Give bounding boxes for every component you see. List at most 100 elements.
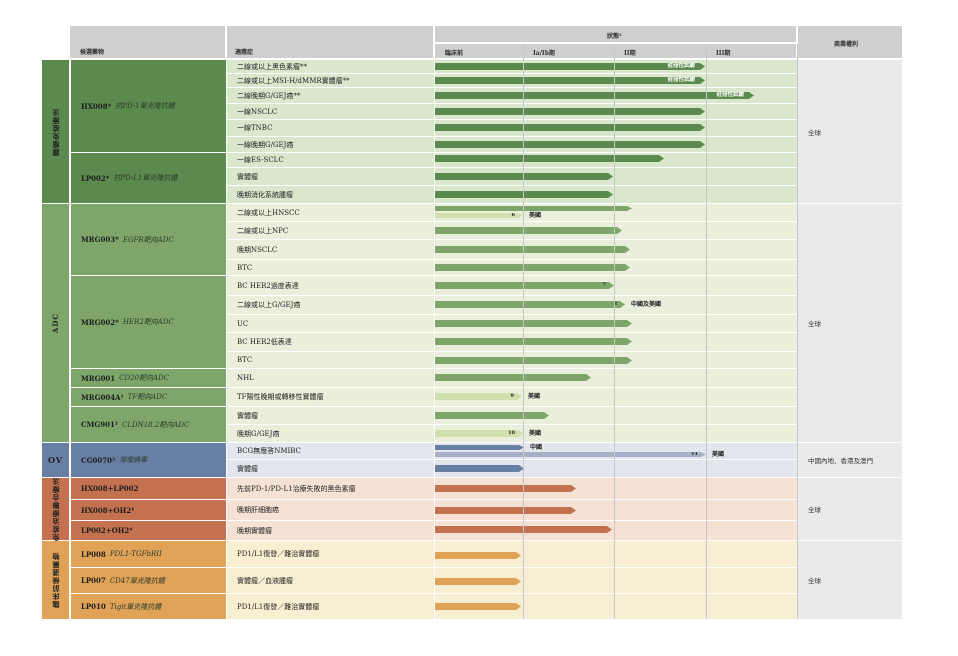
- progress-bar: [435, 552, 521, 559]
- drug-description: CD20靶向ADC: [119, 374, 170, 382]
- header-status-cell: 狀態³: [435, 26, 796, 42]
- indication-label: TF陽性晚期或轉移性實體瘤: [237, 393, 324, 401]
- indication-label: 實體瘤: [237, 411, 258, 420]
- indication-label: 先前PD-1/PD-L1治療失敗的黑色素瘤: [237, 484, 356, 493]
- progress-bar: 9: [435, 393, 522, 400]
- row-divider: [227, 332, 797, 333]
- category-label: ADC: [51, 312, 60, 334]
- drug-cell: CMG901² CLDN18.2靶向ADC: [71, 407, 226, 442]
- row-divider: [227, 424, 797, 425]
- drug-code: MRG001: [81, 373, 116, 383]
- drug-code: MRG003*: [81, 235, 119, 244]
- row-divider: [227, 185, 797, 186]
- indication-label: UC: [237, 319, 249, 328]
- drug-cell: LP007 CD47單克隆抗體: [71, 568, 226, 593]
- phase-gridline: [797, 44, 798, 619]
- phase-gridline: [706, 44, 707, 619]
- commercial-rights-label: 全球: [808, 506, 821, 514]
- region-note: 中國及美國: [631, 301, 662, 308]
- drug-description: 抗PD-L1單克隆抗體: [113, 174, 178, 182]
- indication-label: 實體瘤／血液腫瘤: [237, 576, 293, 585]
- row-divider: [227, 167, 797, 168]
- header-rights-cell: 商業權利: [798, 26, 902, 58]
- drug-cell: MRG001 CD20靶向ADC: [71, 369, 226, 387]
- drug-code: LP002+OH2⁴: [81, 526, 133, 535]
- category-label: 臨床前候選藥物: [50, 552, 60, 608]
- indication-label: PD1/L1復發／難治實體瘤: [237, 550, 320, 558]
- progress-bar: [435, 227, 622, 234]
- drug-cell: LP010 Tigit單克隆抗體: [71, 594, 226, 619]
- header-rights-label: 商業權利: [834, 41, 859, 48]
- indication-label: BTC: [237, 263, 253, 272]
- phase-label: III期: [716, 50, 731, 57]
- progress-bar: [435, 124, 705, 131]
- phase-label: 臨床前: [445, 50, 464, 57]
- indication-label: 二線或以上HNSCC: [237, 208, 300, 217]
- progress-bar: [435, 374, 591, 381]
- indication-cell: BC HER2低表達: [227, 333, 434, 351]
- row-divider: [227, 314, 797, 315]
- indication-cell: 晚期肝細胞癌: [227, 500, 434, 520]
- row-divider: [227, 619, 797, 620]
- progress-bar: [435, 264, 630, 271]
- progress-bar: [435, 507, 576, 514]
- indication-label: 一線NSCLC: [237, 107, 278, 116]
- drug-description: PDL1-TGFbRII: [109, 550, 162, 558]
- row-divider: [798, 619, 902, 620]
- indication-label: NHL: [237, 374, 254, 382]
- progress-bar: [435, 485, 576, 492]
- indication-label: 晚期NSCLC: [237, 245, 278, 254]
- indication-label: 二線或以上NPC: [237, 226, 289, 235]
- progress-bar: 註冊性試驗: [435, 77, 705, 84]
- drug-description: CLDN18.2靶向ADC: [121, 420, 190, 429]
- drug-code: LP010: [81, 602, 106, 611]
- header-phase-preclinical: 臨床前: [435, 44, 523, 58]
- progress-bar: [435, 246, 630, 253]
- header-phase-2: II期: [615, 44, 706, 58]
- header-indication-label: 適應症: [235, 49, 254, 56]
- indication-label: 一線TNBC: [237, 124, 273, 132]
- phase-label: II期: [624, 50, 636, 57]
- row-divider: [227, 152, 797, 153]
- indication-label: 實體瘤: [237, 464, 258, 473]
- drug-description: 抗PD-1單克隆抗體: [115, 102, 175, 110]
- category-cell: 免疫治療聯合療法: [42, 477, 69, 541]
- drug-cell: MRG004A¹ TF靶向ADC: [71, 388, 226, 406]
- row-divider: [227, 540, 797, 541]
- indication-label: 二線晚期G/GEJ癌**: [237, 91, 301, 100]
- drug-description: CD47單克隆抗體: [109, 576, 165, 585]
- indication-label: 一線ES-SCLC: [237, 156, 284, 164]
- bar-label: 註冊性試驗: [667, 77, 695, 83]
- footnote-number: 9: [510, 393, 514, 399]
- row-divider: [227, 567, 797, 568]
- commercial-rights-cell: 中國內地、香港及澳門: [798, 443, 902, 477]
- row-divider: [227, 520, 797, 521]
- drug-code: MRG002*: [81, 317, 119, 327]
- row-divider: [227, 593, 797, 594]
- row-divider: [227, 103, 797, 104]
- category-label: 免疫治療聯合療法: [50, 477, 60, 541]
- progress-bar: 10: [435, 430, 523, 437]
- progress-bar: [435, 108, 705, 115]
- indication-label: 一線晚期G/GEJ癌: [237, 140, 294, 149]
- progress-bar: [435, 603, 521, 610]
- indication-cell: 二線或以上G/GEJ癌: [227, 296, 434, 314]
- indication-cell: NHL: [227, 369, 434, 387]
- progress-bar: [435, 173, 613, 180]
- category-cell: 臨床前候選藥物: [42, 541, 69, 619]
- row-divider: [227, 119, 797, 120]
- indication-cell: 先前PD-1/PD-L1治療失敗的黑色素瘤: [227, 478, 434, 499]
- footnote-number: 7: [602, 282, 606, 288]
- drug-code: CMG901²: [81, 420, 118, 429]
- indication-label: BC HER2低表達: [237, 338, 292, 346]
- drug-cell: HX008+LP002: [71, 478, 226, 499]
- category-cell: ADC: [42, 204, 69, 442]
- indication-label: 二線或以上黑色素瘤**: [237, 62, 307, 71]
- header-indication-cell: 適應症: [227, 26, 433, 58]
- progress-bar: [435, 320, 632, 327]
- drug-cell: HX008+OH2⁴: [71, 500, 226, 520]
- bar-label: 註冊性試驗: [667, 63, 695, 69]
- indication-label: 晚期實體瘤: [237, 526, 272, 535]
- indication-label: BC HER2過度表達: [237, 281, 299, 290]
- region-note: 中國: [530, 444, 543, 451]
